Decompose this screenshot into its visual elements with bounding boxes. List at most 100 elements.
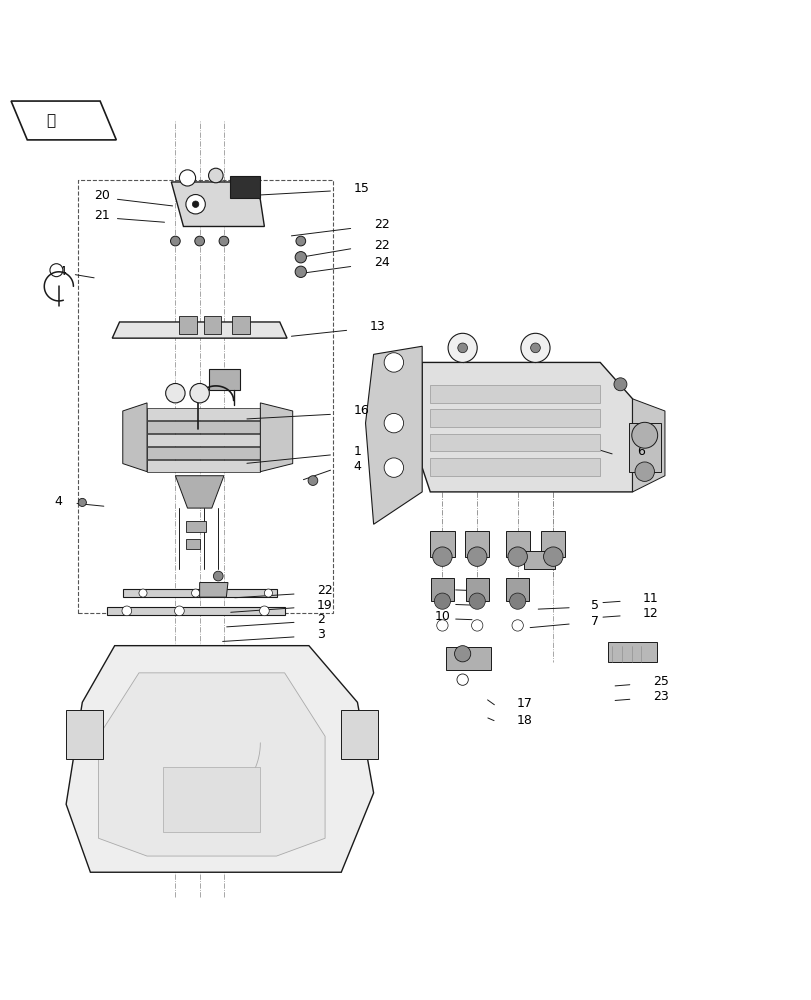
Bar [186, 539, 200, 549]
Text: 23: 23 [652, 690, 667, 703]
Circle shape [384, 458, 403, 477]
Polygon shape [98, 673, 324, 856]
Text: 22: 22 [373, 239, 389, 252]
Circle shape [384, 353, 403, 372]
Bar [179, 316, 197, 334]
Circle shape [191, 589, 200, 597]
Circle shape [436, 620, 448, 631]
Polygon shape [365, 346, 422, 524]
Circle shape [634, 462, 654, 481]
Bar [524, 551, 554, 569]
Bar [430, 434, 599, 451]
Circle shape [294, 252, 306, 263]
Circle shape [122, 606, 131, 616]
Text: 12: 12 [642, 607, 657, 620]
Circle shape [195, 236, 204, 246]
Circle shape [432, 547, 452, 566]
Bar [466, 578, 488, 601]
Circle shape [213, 571, 223, 581]
Bar [147, 447, 260, 459]
Text: 4: 4 [54, 495, 62, 508]
Bar [446, 647, 491, 670]
Polygon shape [11, 101, 116, 140]
Bar [147, 460, 260, 472]
Polygon shape [260, 403, 292, 472]
Circle shape [448, 333, 477, 362]
Circle shape [139, 589, 147, 597]
Text: 4: 4 [353, 460, 361, 473]
Bar [232, 316, 250, 334]
Circle shape [471, 620, 483, 631]
Text: 5: 5 [590, 599, 598, 612]
Bar [430, 531, 454, 557]
Circle shape [509, 593, 525, 609]
Text: 15: 15 [353, 182, 369, 195]
Text: 11: 11 [642, 592, 657, 605]
Circle shape [384, 413, 403, 433]
Bar [430, 385, 599, 403]
Polygon shape [66, 646, 373, 872]
Circle shape [295, 236, 305, 246]
Bar [607, 642, 656, 662]
Circle shape [457, 674, 468, 685]
Bar [106, 607, 285, 615]
Circle shape [631, 422, 657, 448]
Circle shape [454, 646, 470, 662]
Circle shape [543, 547, 562, 566]
Circle shape [170, 236, 180, 246]
Circle shape [50, 264, 62, 277]
Circle shape [508, 547, 526, 566]
Bar [122, 589, 277, 597]
Polygon shape [112, 322, 287, 338]
Circle shape [613, 378, 626, 391]
Circle shape [208, 168, 223, 183]
Text: 19: 19 [316, 599, 333, 612]
Circle shape [467, 547, 487, 566]
Circle shape [469, 593, 485, 609]
Circle shape [190, 383, 209, 403]
Text: 2: 2 [316, 613, 324, 626]
Text: 18: 18 [517, 714, 532, 727]
Text: 22: 22 [373, 218, 389, 231]
Bar [506, 578, 528, 601]
Text: ⮤: ⮤ [46, 113, 56, 128]
Text: 17: 17 [517, 697, 532, 710]
Text: 16: 16 [353, 404, 369, 417]
Polygon shape [200, 583, 228, 597]
Text: 9: 9 [434, 581, 442, 594]
Bar [163, 767, 260, 832]
Bar [540, 531, 564, 557]
Circle shape [512, 620, 523, 631]
Text: 25: 25 [652, 675, 668, 688]
Bar [147, 434, 260, 446]
Polygon shape [175, 476, 224, 508]
Circle shape [78, 498, 86, 506]
Polygon shape [422, 362, 632, 492]
Polygon shape [171, 182, 264, 226]
Bar [431, 578, 453, 601]
Bar [465, 531, 489, 557]
Bar [66, 710, 102, 759]
Circle shape [530, 343, 539, 353]
Bar [505, 531, 529, 557]
Circle shape [192, 201, 199, 207]
Text: 24: 24 [373, 256, 389, 269]
Circle shape [294, 266, 306, 277]
Text: 13: 13 [369, 320, 385, 333]
Polygon shape [122, 403, 147, 472]
Circle shape [457, 343, 467, 353]
Text: 20: 20 [94, 189, 110, 202]
Bar [230, 176, 260, 198]
Circle shape [434, 593, 450, 609]
Text: 21: 21 [94, 209, 110, 222]
Text: 7: 7 [590, 615, 598, 628]
Bar [628, 423, 660, 472]
Text: 22: 22 [316, 584, 333, 597]
Bar [209, 369, 240, 390]
Bar [430, 409, 599, 427]
Text: 14: 14 [51, 265, 67, 278]
Bar [147, 408, 260, 420]
Text: 6: 6 [636, 445, 644, 458]
Circle shape [307, 476, 317, 485]
Bar [204, 316, 221, 334]
